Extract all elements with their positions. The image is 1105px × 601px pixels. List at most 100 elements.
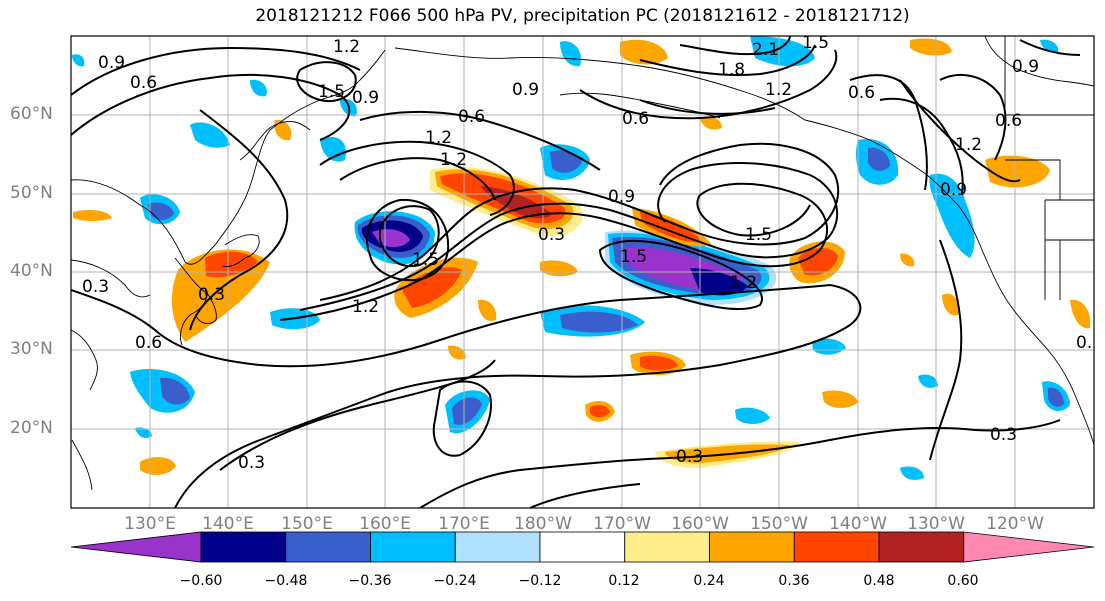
precip-positive-area [1070, 299, 1091, 329]
contour-label: 0.3 [990, 425, 1017, 445]
precip-positive-area [478, 299, 497, 322]
contour-label: 1.2 [765, 80, 792, 100]
lon-label-170e: 170°E [438, 514, 490, 534]
contour-label: 0.6 [458, 107, 485, 127]
precip-negative-area [135, 427, 152, 438]
contour-label: 0.6 [995, 111, 1022, 131]
contour-label: 1.5 [412, 250, 439, 270]
precip-positive-area [73, 210, 112, 221]
colorbar-tick: 0.60 [947, 573, 979, 589]
lon-label-130e: 130°E [124, 514, 176, 534]
contour-label: 0.9 [608, 187, 635, 207]
precip-positive-area [640, 212, 702, 243]
precip-negative-area [929, 173, 975, 258]
precip-positive-area [640, 355, 678, 371]
precip-positive-area [798, 247, 838, 276]
precip-positive-area [590, 404, 610, 418]
lon-label-150e: 150°E [281, 514, 333, 534]
contour-label: 1.8 [718, 60, 745, 80]
colorbar-tick: −0.48 [264, 573, 308, 589]
pv-contours [71, 36, 1081, 508]
lon-label-140e: 140°E [202, 514, 254, 534]
contour-label: 0.6 [622, 109, 649, 129]
colorbar-tick: 0.24 [693, 573, 725, 589]
precip-negative-area [190, 122, 230, 148]
precip-negative-area [72, 54, 85, 67]
contour-label: 0.9 [352, 88, 379, 108]
colorbar-segment [70, 531, 202, 563]
colorbar-tick: −0.24 [433, 573, 477, 589]
precip-negative-area [918, 374, 938, 388]
contour-label: 0.3 [238, 453, 265, 473]
contour-label: 0.6 [135, 333, 162, 353]
precip-negative-area [868, 147, 890, 171]
precip-negative-area [1048, 387, 1064, 407]
precip-negative-area [900, 466, 924, 480]
contour-label: 1.2 [425, 128, 452, 148]
contour-label: 1.2 [955, 135, 982, 155]
precip-positive-area [140, 457, 176, 475]
colorbar-segment [624, 531, 710, 563]
colorbar-tick: 0.48 [863, 573, 895, 589]
lat-label-50n: 50°N [10, 183, 53, 203]
contour-label: 1.2 [730, 273, 757, 293]
precip-positive-area [985, 155, 1050, 188]
precip-positive-area [910, 38, 952, 56]
precip-positive-area [448, 345, 466, 360]
lon-label-160w: 160°W [671, 514, 729, 534]
precip-negative-area [550, 150, 582, 173]
lat-label-60n: 60°N [10, 104, 53, 124]
colorbar-tick: −0.12 [518, 573, 562, 589]
colorbar-tick: 0.36 [778, 573, 810, 589]
contour-label: 1.5 [745, 225, 772, 245]
lon-label-140w: 140°W [829, 514, 887, 534]
precip-negative-area [560, 41, 581, 67]
precip-positive-area [274, 119, 292, 141]
precip-positive-area [620, 39, 668, 65]
precip-negative-area [750, 36, 815, 67]
colorbar-tick: −0.60 [179, 573, 223, 589]
colorbar-segment [200, 531, 287, 563]
contour-label: 0.3 [538, 225, 565, 245]
precip-positive-area [402, 267, 462, 308]
colorbar-tick: 0.12 [608, 573, 640, 589]
contour-label: 0.6 [1076, 333, 1103, 353]
contour-label: 1.5 [802, 33, 829, 53]
lat-label-20n: 20°N [10, 418, 53, 438]
precip-positive-area [822, 390, 858, 408]
map-panel: 0.9 0.6 1.2 1.5 0.9 0.6 1.8 2.1 1.5 1.2 … [70, 33, 1103, 509]
precip-negative-area [812, 338, 846, 355]
colorbar-segment [793, 531, 880, 563]
lat-label-40n: 40°N [10, 261, 53, 281]
precip-negative-area [735, 407, 770, 424]
contour-label: 0.3 [82, 277, 109, 297]
contour-label: 0.3 [198, 285, 225, 305]
colorbar-segment [539, 531, 626, 563]
colorbar-segment [878, 531, 965, 563]
precip-shading [72, 36, 1091, 480]
colorbar-segment [454, 531, 541, 563]
contour-label: 1.2 [333, 37, 360, 57]
precip-negative-area [160, 377, 190, 405]
colorbar-segment [963, 531, 1095, 563]
contour-label: 0.6 [848, 83, 875, 103]
contour-label: 2.1 [752, 40, 779, 60]
contour-label: 0.6 [130, 73, 157, 93]
contour-label: 1.2 [352, 297, 379, 317]
colorbar-segment [709, 531, 795, 563]
colorbar [70, 531, 1095, 563]
lon-label-120w: 120°W [986, 514, 1044, 534]
precip-positive-area [700, 116, 722, 130]
precip-positive-area [540, 260, 578, 277]
colorbar-segment [370, 531, 456, 563]
colorbar-tick: −0.36 [348, 573, 392, 589]
precip-negative-area [452, 397, 482, 425]
lat-label-30n: 30°N [10, 339, 53, 359]
map-frame [70, 35, 1095, 509]
contour-label: 0.9 [512, 80, 539, 100]
map-title: 2018121212 F066 500 hPa PV, precipitatio… [255, 6, 910, 26]
graticule [71, 36, 1094, 508]
contour-label: 1.5 [318, 82, 345, 102]
precip-negative-area [1040, 39, 1059, 53]
lon-label-170w: 170°W [593, 514, 651, 534]
